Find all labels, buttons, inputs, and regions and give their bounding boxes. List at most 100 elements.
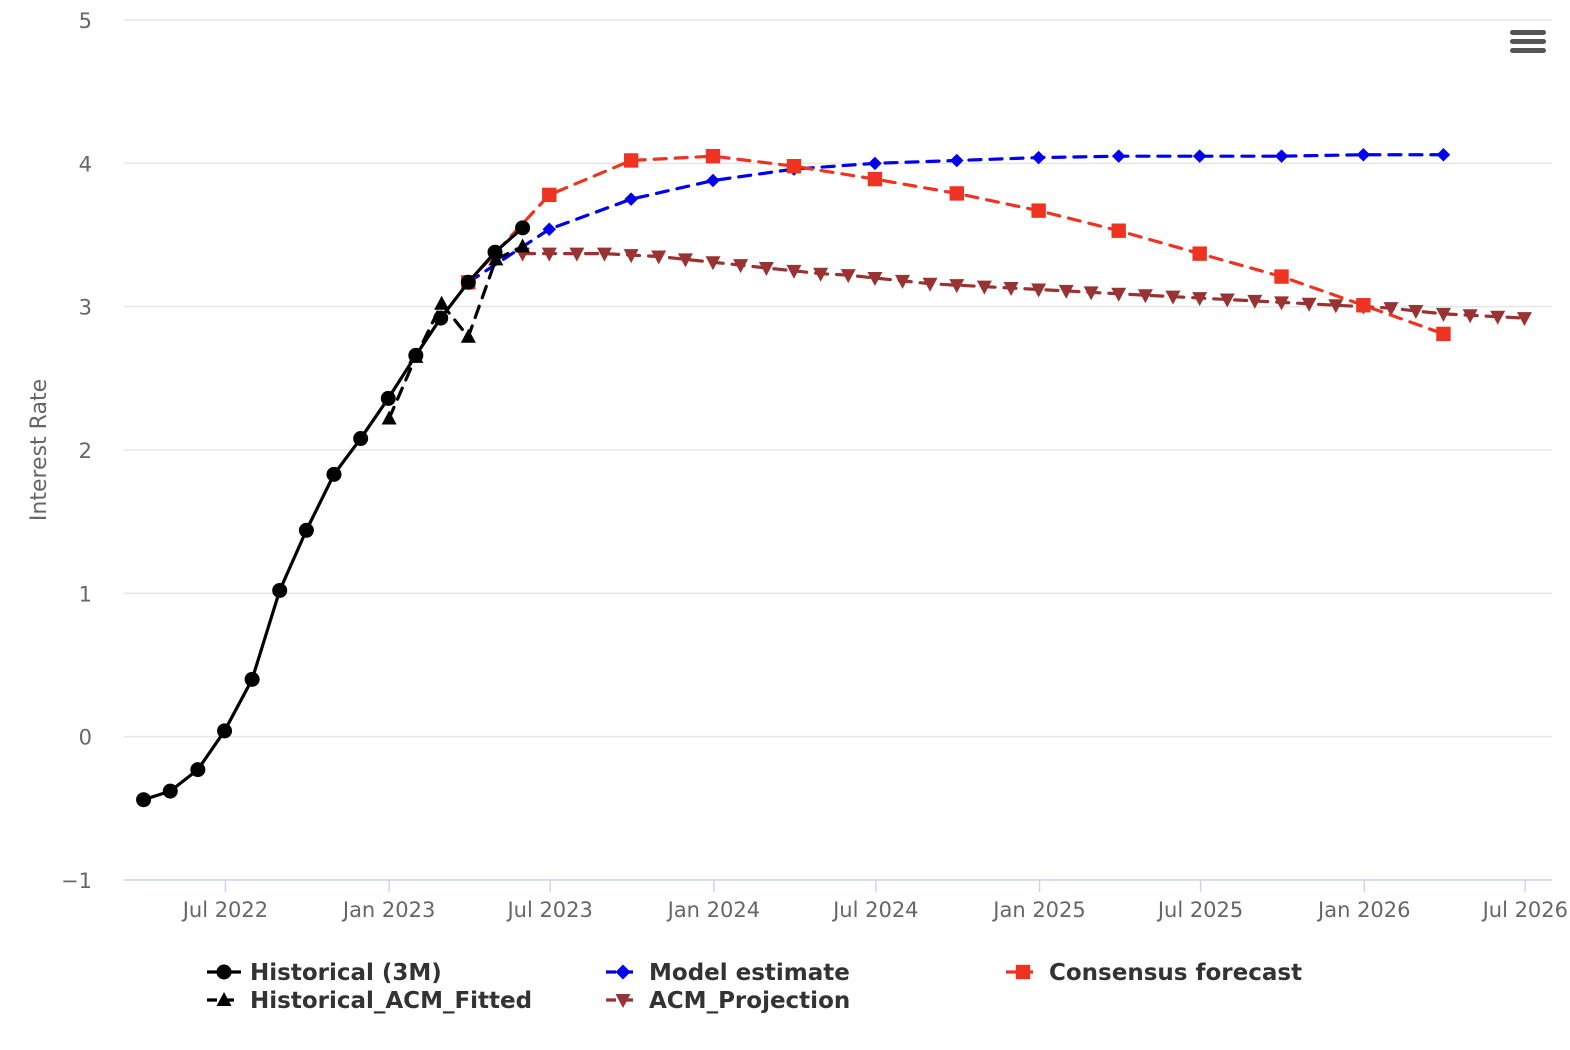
- data-point-circle-marker: [162, 783, 178, 799]
- legend-label: Consensus forecast: [1049, 960, 1302, 986]
- data-point-square-marker: [1436, 326, 1451, 342]
- data-point-circle-marker: [353, 431, 369, 447]
- data-point-triangle-down-marker: [1192, 292, 1208, 307]
- data-point-diamond-marker: [1436, 147, 1451, 162]
- data-point-diamond-marker: [615, 964, 631, 980]
- data-point-triangle-down-marker: [541, 247, 557, 262]
- data-point-triangle-down-marker: [1516, 312, 1532, 327]
- data-point-circle-marker: [190, 762, 206, 778]
- legend-label: Model estimate: [649, 960, 850, 986]
- legend-item: Historical (3M): [207, 960, 442, 986]
- data-point-diamond-marker: [624, 192, 638, 206]
- data-point-triangle-down-marker: [677, 253, 693, 268]
- data-point-square-marker: [949, 186, 964, 201]
- data-point-diamond-marker: [1031, 150, 1046, 165]
- data-point-triangle-down-marker: [840, 269, 856, 284]
- y-tick-label: −1: [61, 869, 92, 893]
- data-point-triangle-down-marker: [1490, 310, 1506, 325]
- data-point-triangle-down-marker: [922, 277, 938, 292]
- x-tick-label: Jan 2024: [666, 898, 761, 922]
- y-tick-label: 2: [79, 439, 92, 463]
- x-tick-label: Jan 2026: [1316, 898, 1411, 922]
- data-point-square-marker: [542, 187, 557, 203]
- data-point-circle-marker: [217, 723, 233, 739]
- series-model-estimate: [461, 147, 1451, 290]
- data-point-triangle-down-marker: [1408, 304, 1424, 319]
- legend-label: Historical (3M): [250, 960, 442, 986]
- data-point-triangle-down-marker: [1301, 297, 1317, 312]
- data-point-triangle-down-marker: [895, 274, 911, 289]
- x-tick-label: Jul 2023: [505, 898, 592, 922]
- x-tick-label: Jan 2025: [991, 898, 1086, 922]
- series-line: [387, 244, 525, 421]
- data-point-triangle-up-marker: [216, 992, 232, 1006]
- data-point-circle-marker: [487, 244, 503, 260]
- grid-lines: [124, 19, 1552, 738]
- data-point-triangle-down-marker: [1083, 286, 1099, 301]
- data-point-triangle-down-marker: [813, 267, 829, 282]
- data-point-diamond-marker: [1356, 147, 1371, 162]
- data-point-triangle-down-marker: [1462, 309, 1478, 324]
- data-point-square-marker: [867, 171, 883, 187]
- data-point-circle-marker: [136, 792, 152, 808]
- data-point-triangle-down-marker: [867, 272, 883, 286]
- data-point-triangle-down-marker: [1031, 283, 1047, 298]
- menu-bar: [1510, 39, 1546, 44]
- y-tick-label: 4: [79, 152, 92, 176]
- menu-bar: [1510, 30, 1546, 35]
- data-point-square-marker: [1274, 269, 1289, 284]
- data-point-diamond-marker: [706, 173, 720, 188]
- data-point-circle-marker: [433, 310, 449, 326]
- legend-item: Consensus forecast: [1006, 960, 1302, 986]
- data-point-triangle-down-marker: [1111, 287, 1127, 302]
- legend: Historical (3M) Model estimate Consensus f…: [207, 960, 1302, 1014]
- data-point-triangle-down-marker: [786, 264, 802, 279]
- legend-label: ACM_Projection: [649, 988, 850, 1014]
- series-layer: [136, 147, 1532, 808]
- x-tick-label: Jul 2024: [831, 898, 918, 922]
- series-consensus-forecast: [461, 148, 1451, 342]
- data-point-triangle-up-marker: [515, 238, 531, 253]
- menu-bar: [1510, 48, 1546, 53]
- y-tick-label: 3: [79, 296, 92, 320]
- data-point-square-marker: [1356, 298, 1371, 313]
- data-point-diamond-marker: [868, 156, 882, 171]
- legend-item: Model estimate: [606, 960, 850, 986]
- y-axis-ticks: −1 0 1 2 3 4 5: [61, 9, 92, 893]
- data-point-circle-marker: [460, 274, 476, 290]
- x-axis: Jul 2022 Jan 2023 Jul 2023 Jan 2024 Jul 2024…: [124, 879, 1568, 922]
- data-point-triangle-down-marker: [651, 250, 667, 265]
- hamburger-menu-icon[interactable]: [1508, 26, 1548, 60]
- x-tick-label: Jul 2022: [181, 898, 268, 922]
- data-point-diamond-marker: [542, 222, 557, 237]
- data-point-triangle-down-marker: [1247, 294, 1263, 309]
- data-point-circle-marker: [244, 671, 260, 687]
- data-point-square-marker: [705, 148, 721, 164]
- data-point-circle-marker: [216, 964, 232, 980]
- data-point-diamond-marker: [1192, 149, 1207, 163]
- data-point-diamond-marker: [950, 153, 964, 168]
- data-point-square-marker: [1031, 203, 1046, 218]
- data-point-triangle-down-marker: [1383, 302, 1399, 317]
- series-acm-projection: [515, 247, 1532, 327]
- data-point-circle-marker: [380, 390, 396, 406]
- x-tick-label: Jul 2026: [1481, 898, 1568, 922]
- data-point-circle-marker: [408, 347, 424, 363]
- data-point-circle-marker: [272, 582, 288, 598]
- y-tick-label: 1: [79, 582, 92, 606]
- legend-item: Historical_ACM_Fitted: [207, 988, 532, 1014]
- data-point-triangle-down-marker: [1003, 282, 1019, 297]
- data-point-square-marker: [1111, 223, 1126, 238]
- data-point-triangle-down-marker: [758, 261, 774, 276]
- data-point-triangle-down-marker: [615, 994, 631, 1008]
- data-point-triangle-up-marker: [434, 295, 450, 310]
- data-point-triangle-down-marker: [976, 280, 992, 295]
- data-point-triangle-down-marker: [596, 247, 612, 262]
- data-point-triangle-down-marker: [1137, 289, 1153, 304]
- data-point-circle-marker: [298, 522, 314, 538]
- data-point-circle-marker: [515, 220, 531, 236]
- data-point-triangle-down-marker: [623, 249, 639, 264]
- y-tick-label: 5: [79, 9, 92, 33]
- legend-item: ACM_Projection: [606, 988, 850, 1014]
